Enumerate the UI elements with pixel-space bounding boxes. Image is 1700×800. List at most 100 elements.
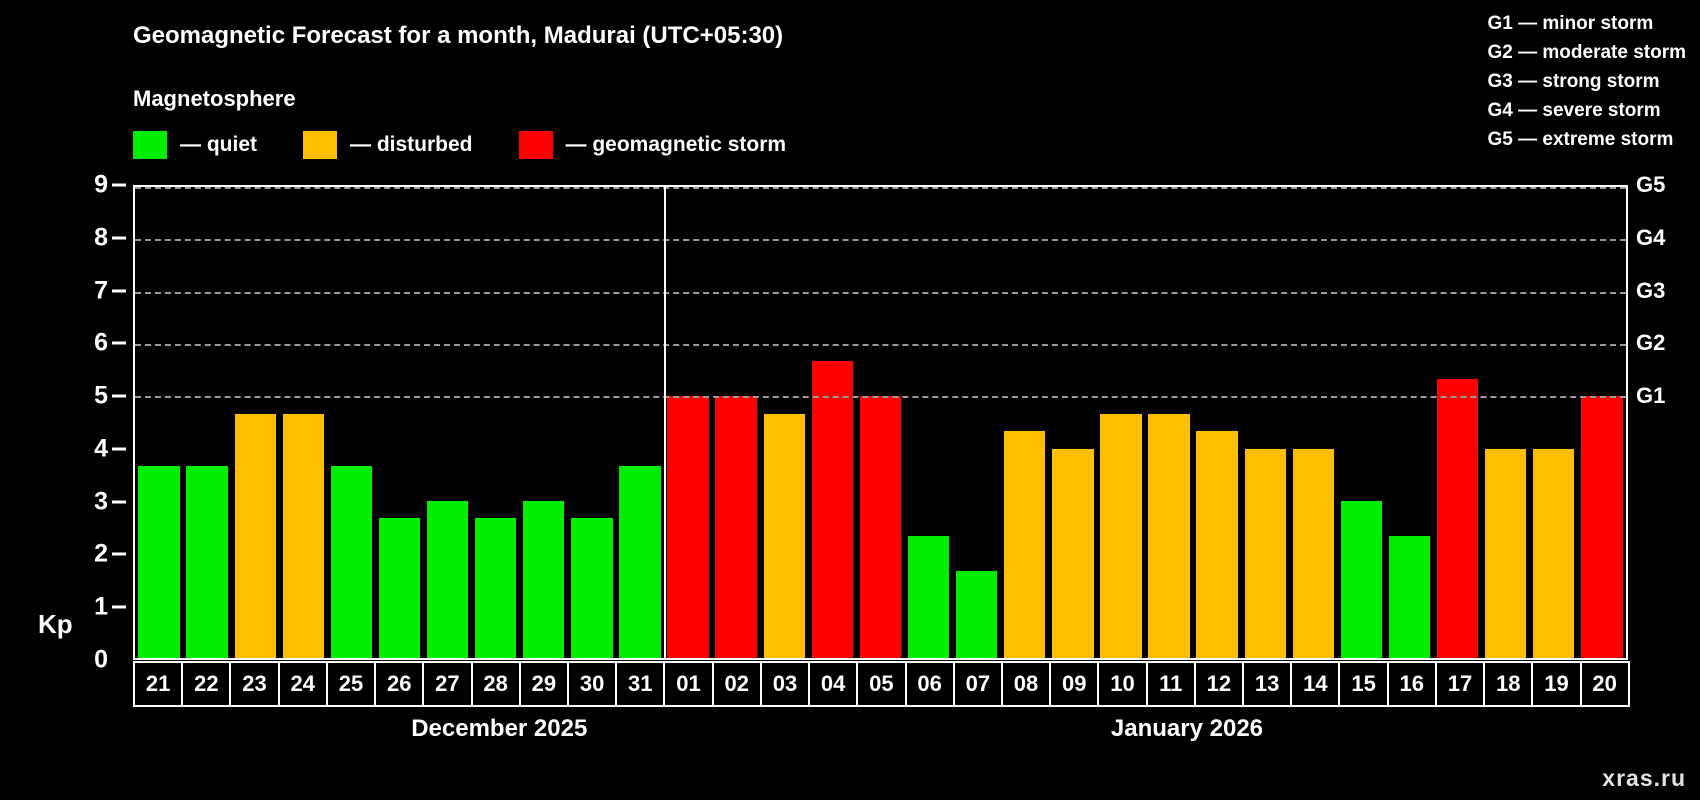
- bar-cell-10[interactable]: [1097, 187, 1145, 658]
- bar-cell-07[interactable]: [953, 187, 1001, 658]
- date-label-09[interactable]: 09: [1049, 661, 1100, 707]
- date-label-12[interactable]: 12: [1193, 661, 1245, 707]
- bar-cell-01[interactable]: [664, 187, 712, 658]
- bar-05-storm[interactable]: [859, 396, 902, 658]
- bar-25-quiet[interactable]: [330, 465, 373, 658]
- date-label-02[interactable]: 02: [711, 661, 762, 707]
- date-label-16[interactable]: 16: [1386, 661, 1437, 707]
- bar-15-quiet[interactable]: [1340, 501, 1383, 658]
- bar-cell-20[interactable]: [1578, 187, 1626, 658]
- date-label-30[interactable]: 30: [566, 661, 618, 707]
- bar-cell-31[interactable]: [616, 187, 664, 658]
- bar-23-disturbed[interactable]: [234, 413, 276, 658]
- bar-cell-09[interactable]: [1049, 187, 1097, 658]
- bar-cell-02[interactable]: [712, 187, 760, 658]
- bar-cell-24[interactable]: [279, 187, 327, 658]
- bar-12-disturbed[interactable]: [1196, 431, 1238, 658]
- bar-17-storm[interactable]: [1436, 379, 1479, 658]
- date-label-08[interactable]: 08: [1000, 661, 1052, 707]
- bar-cell-15[interactable]: [1337, 187, 1385, 658]
- date-label-06[interactable]: 06: [904, 661, 955, 707]
- bar-10-disturbed[interactable]: [1100, 413, 1142, 658]
- date-label-29[interactable]: 29: [518, 661, 569, 707]
- bar-07-quiet[interactable]: [955, 570, 998, 658]
- bar-13-disturbed[interactable]: [1244, 448, 1286, 658]
- bar-cell-29[interactable]: [520, 187, 568, 658]
- bar-09-disturbed[interactable]: [1052, 448, 1094, 658]
- bar-29-quiet[interactable]: [523, 501, 565, 658]
- bar-cell-03[interactable]: [760, 187, 808, 658]
- storm-scale-legend: G1 — minor storm G2 — moderate storm G3 — …: [1488, 10, 1687, 154]
- date-label-22[interactable]: 22: [181, 661, 232, 707]
- bar-cell-08[interactable]: [1001, 187, 1049, 658]
- bar-cell-13[interactable]: [1241, 187, 1289, 658]
- date-label-24[interactable]: 24: [277, 661, 328, 707]
- bar-27-quiet[interactable]: [426, 501, 469, 658]
- bar-08-disturbed[interactable]: [1004, 431, 1046, 658]
- bar-26-quiet[interactable]: [378, 518, 421, 658]
- date-label-10[interactable]: 10: [1097, 661, 1148, 707]
- bar-06-quiet[interactable]: [907, 536, 950, 658]
- bar-cell-18[interactable]: [1482, 187, 1530, 658]
- legend-swatch-disturbed: [303, 131, 337, 159]
- bar-cell-27[interactable]: [424, 187, 472, 658]
- bar-cell-14[interactable]: [1289, 187, 1337, 658]
- bar-cell-04[interactable]: [808, 187, 856, 658]
- bar-cell-28[interactable]: [472, 187, 520, 658]
- date-label-14[interactable]: 14: [1290, 661, 1341, 707]
- date-label-18[interactable]: 18: [1483, 661, 1534, 707]
- bar-02-storm[interactable]: [715, 396, 757, 658]
- bar-16-quiet[interactable]: [1388, 536, 1431, 658]
- bar-cell-26[interactable]: [375, 187, 423, 658]
- bar-cell-21[interactable]: [135, 187, 183, 658]
- bar-cell-22[interactable]: [183, 187, 231, 658]
- y-tick-mark-2: [112, 552, 126, 556]
- bar-cell-25[interactable]: [327, 187, 375, 658]
- bar-cell-23[interactable]: [231, 187, 279, 658]
- color-legend: — quiet — disturbed — geomagnetic storm: [133, 131, 832, 159]
- date-label-11[interactable]: 11: [1145, 661, 1196, 707]
- bar-21-quiet[interactable]: [138, 465, 180, 658]
- date-label-21[interactable]: 21: [133, 661, 184, 707]
- legend-swatch-quiet: [133, 131, 167, 159]
- date-label-03[interactable]: 03: [759, 661, 811, 707]
- bar-30-quiet[interactable]: [571, 518, 613, 658]
- bar-18-disturbed[interactable]: [1484, 448, 1527, 658]
- date-label-25[interactable]: 25: [325, 661, 377, 707]
- date-label-05[interactable]: 05: [856, 661, 907, 707]
- bar-24-disturbed[interactable]: [282, 413, 324, 658]
- bar-cell-06[interactable]: [905, 187, 953, 658]
- date-label-28[interactable]: 28: [470, 661, 521, 707]
- bar-03-disturbed[interactable]: [763, 413, 805, 658]
- date-label-26[interactable]: 26: [374, 661, 425, 707]
- y-axis-kp: Kp 0 1 2 3 4 5 6 7 8 9: [0, 171, 126, 674]
- date-label-01[interactable]: 01: [663, 661, 714, 707]
- bar-31-quiet[interactable]: [619, 465, 661, 658]
- bar-cell-30[interactable]: [568, 187, 616, 658]
- bar-cell-19[interactable]: [1530, 187, 1578, 658]
- bar-cell-12[interactable]: [1193, 187, 1241, 658]
- bar-01-storm[interactable]: [667, 396, 709, 658]
- bar-22-quiet[interactable]: [186, 465, 228, 658]
- y-tick-mark-9: [112, 183, 126, 187]
- date-label-23[interactable]: 23: [229, 661, 280, 707]
- date-label-13[interactable]: 13: [1242, 661, 1293, 707]
- bar-20-storm[interactable]: [1581, 396, 1623, 658]
- date-label-07[interactable]: 07: [952, 661, 1003, 707]
- bar-14-disturbed[interactable]: [1292, 448, 1334, 658]
- date-label-17[interactable]: 17: [1434, 661, 1486, 707]
- bar-11-disturbed[interactable]: [1148, 413, 1190, 658]
- date-label-15[interactable]: 15: [1338, 661, 1389, 707]
- bar-19-disturbed[interactable]: [1533, 448, 1575, 658]
- bar-cell-16[interactable]: [1385, 187, 1433, 658]
- bar-cell-05[interactable]: [856, 187, 904, 658]
- date-label-31[interactable]: 31: [615, 661, 666, 707]
- date-label-04[interactable]: 04: [808, 661, 859, 707]
- date-label-20[interactable]: 20: [1579, 661, 1630, 707]
- bar-04-storm[interactable]: [811, 361, 854, 658]
- bar-cell-17[interactable]: [1434, 187, 1482, 658]
- date-label-27[interactable]: 27: [422, 661, 473, 707]
- date-label-19[interactable]: 19: [1531, 661, 1582, 707]
- bar-28-quiet[interactable]: [475, 518, 517, 658]
- bar-cell-11[interactable]: [1145, 187, 1193, 658]
